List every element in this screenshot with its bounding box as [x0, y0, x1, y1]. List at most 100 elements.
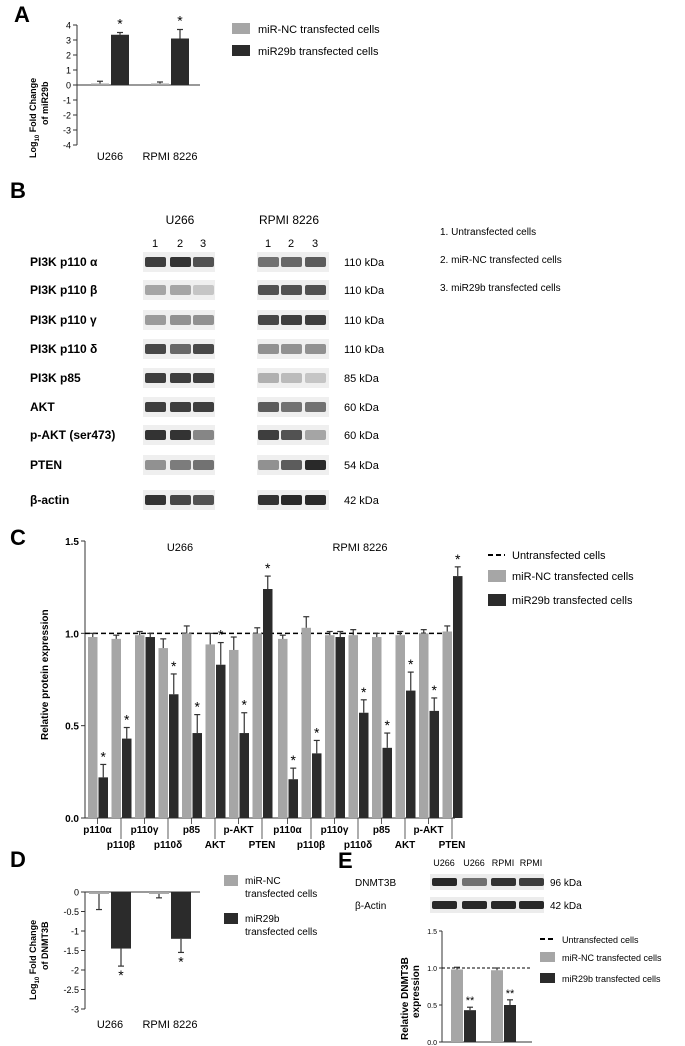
panel-c-x-label: p110β [297, 840, 325, 851]
panel-c-significance: * [218, 627, 224, 643]
blot-band [170, 344, 191, 354]
blot-strip-u266 [143, 310, 215, 330]
blot-band [258, 402, 279, 412]
blot-band [281, 430, 302, 440]
blot-key-3: 3. miR29b transfected cells [440, 283, 561, 294]
legend-label-nc: miR-NC transfected cells [562, 953, 662, 963]
blot-band [145, 430, 166, 440]
panel-c-x-label: p110δ [154, 840, 182, 851]
panel-d-bar [149, 892, 169, 894]
legend-swatch-29b [224, 913, 238, 924]
panel-d-y-tick-label: -1.5 [63, 946, 79, 956]
blot-lane-number-rpmi: 1 [265, 238, 271, 250]
blot-band [145, 257, 166, 267]
legend-swatch-29b [232, 45, 250, 56]
panel-a-x-label: U266 [97, 151, 123, 163]
panel-e-blot-band [491, 878, 516, 886]
panel-c-bar [395, 635, 405, 818]
blot-band [258, 430, 279, 440]
blot-band [305, 430, 326, 440]
panel-e-blot-label: DNMT3B [355, 878, 396, 889]
legend-label-nc-1: miR-NC [245, 876, 281, 887]
panel-e-ylabel-line1: Relative DNMT3B [400, 957, 411, 1040]
blot-band [281, 257, 302, 267]
panel-a-y-tick-label: 2 [66, 51, 71, 61]
blot-band [193, 344, 214, 354]
panel-c-y-tick-label: 0.5 [65, 722, 79, 733]
blot-kda-label: 110 kDa [344, 257, 385, 269]
blot-band [258, 257, 279, 267]
blot-band [281, 315, 302, 325]
panel-c-bar [229, 649, 239, 818]
legend-label-29b-1: miR29b [245, 914, 280, 925]
blot-row-label: AKT [30, 400, 55, 414]
panel-d-x-label: U266 [97, 1019, 123, 1031]
blot-row-label: PI3K p110 α [30, 255, 98, 269]
panel-c-x-label: AKT [395, 840, 416, 851]
blot-row-label: PI3K p110 β [30, 283, 97, 297]
blot-band [193, 495, 214, 505]
legend-swatch-29b [540, 973, 555, 983]
panel-c-x-label: PTEN [249, 840, 276, 851]
blot-band [170, 257, 191, 267]
panel-a-y-tick-label: 1 [66, 66, 71, 76]
panel-c-bar [122, 738, 132, 818]
panel-c-significance: * [242, 697, 248, 713]
blot-kda-label: 110 kDa [344, 344, 385, 356]
panel-c-bar [312, 753, 322, 818]
blot-band [145, 373, 166, 383]
panel-c-x-label: p-AKT [224, 825, 254, 836]
panel-c-significance: * [314, 724, 320, 740]
panel-e-bar [451, 969, 463, 1042]
panel-c-x-label: p110γ [131, 825, 159, 836]
panel-c-x-label: p-AKT [414, 825, 444, 836]
panel-a-bar [111, 34, 129, 85]
blot-kda-label: 42 kDa [344, 495, 380, 507]
blot-row-label: PI3K p110 γ [30, 313, 97, 327]
panel-d-ylabel-line2: of DNMT3B [40, 921, 50, 970]
blot-band [193, 285, 214, 295]
panel-d-chart: 0 -0.5 -1 -1.5 -2 -2.5 -3 * U266 * RPMI 8226 [63, 888, 200, 1031]
blot-band [145, 495, 166, 505]
blot-band [193, 430, 214, 440]
panel-e-y-tick-label: 1.0 [427, 966, 437, 973]
blot-band [281, 373, 302, 383]
panel-a-y-tick-label: -3 [63, 126, 71, 136]
blot-lane-numbers: 1 1 2 2 3 3 [152, 238, 318, 250]
panel-c-x-label: PTEN [439, 840, 466, 851]
panel-c-letter: C [10, 525, 26, 550]
panel-d-letter: D [10, 847, 26, 872]
panel-c-bar [372, 637, 382, 818]
panel-c-bar [98, 777, 108, 818]
panel-c-bar [335, 637, 345, 818]
blot-band [305, 373, 326, 383]
panel-b-letter: B [10, 178, 26, 203]
panel-d-bar [111, 892, 131, 949]
blot-band [281, 285, 302, 295]
panel-d-significance: * [178, 953, 184, 969]
blot-lane-number-u266: 2 [177, 238, 183, 250]
panel-c-bar [359, 712, 369, 818]
panel-c-x-label: p110γ [321, 825, 349, 836]
blot-group-title-rpmi: RPMI 8226 [259, 213, 319, 227]
panel-c-significance: * [291, 752, 297, 768]
panel-c-bar [288, 779, 298, 818]
blot-band [258, 373, 279, 383]
panel-c-y-tick-label: 0.0 [65, 814, 79, 825]
legend-swatch-29b [488, 594, 506, 606]
panel-e-bar [504, 1005, 516, 1042]
panel-a-bar [91, 83, 109, 85]
panel-d-bar [171, 892, 191, 939]
legend-label-29b: miR29b transfected cells [258, 46, 379, 58]
blot-row-label: p-AKT (ser473) [30, 428, 115, 442]
panel-e-chart: 0.0 0.5 1.0 1.5 ** ** [427, 929, 532, 1046]
panel-e-bar [491, 970, 503, 1042]
blot-band [193, 460, 214, 470]
blot-band [281, 344, 302, 354]
legend-label-untransfected: Untransfected cells [512, 550, 606, 562]
blot-band [305, 495, 326, 505]
panel-e-significance: ** [506, 988, 515, 1000]
panel-d-legend: miR-NC transfected cells miR29b transfec… [224, 875, 317, 938]
panel-a-y-tick-label: -4 [63, 141, 71, 151]
panel-c-bar [419, 633, 429, 818]
